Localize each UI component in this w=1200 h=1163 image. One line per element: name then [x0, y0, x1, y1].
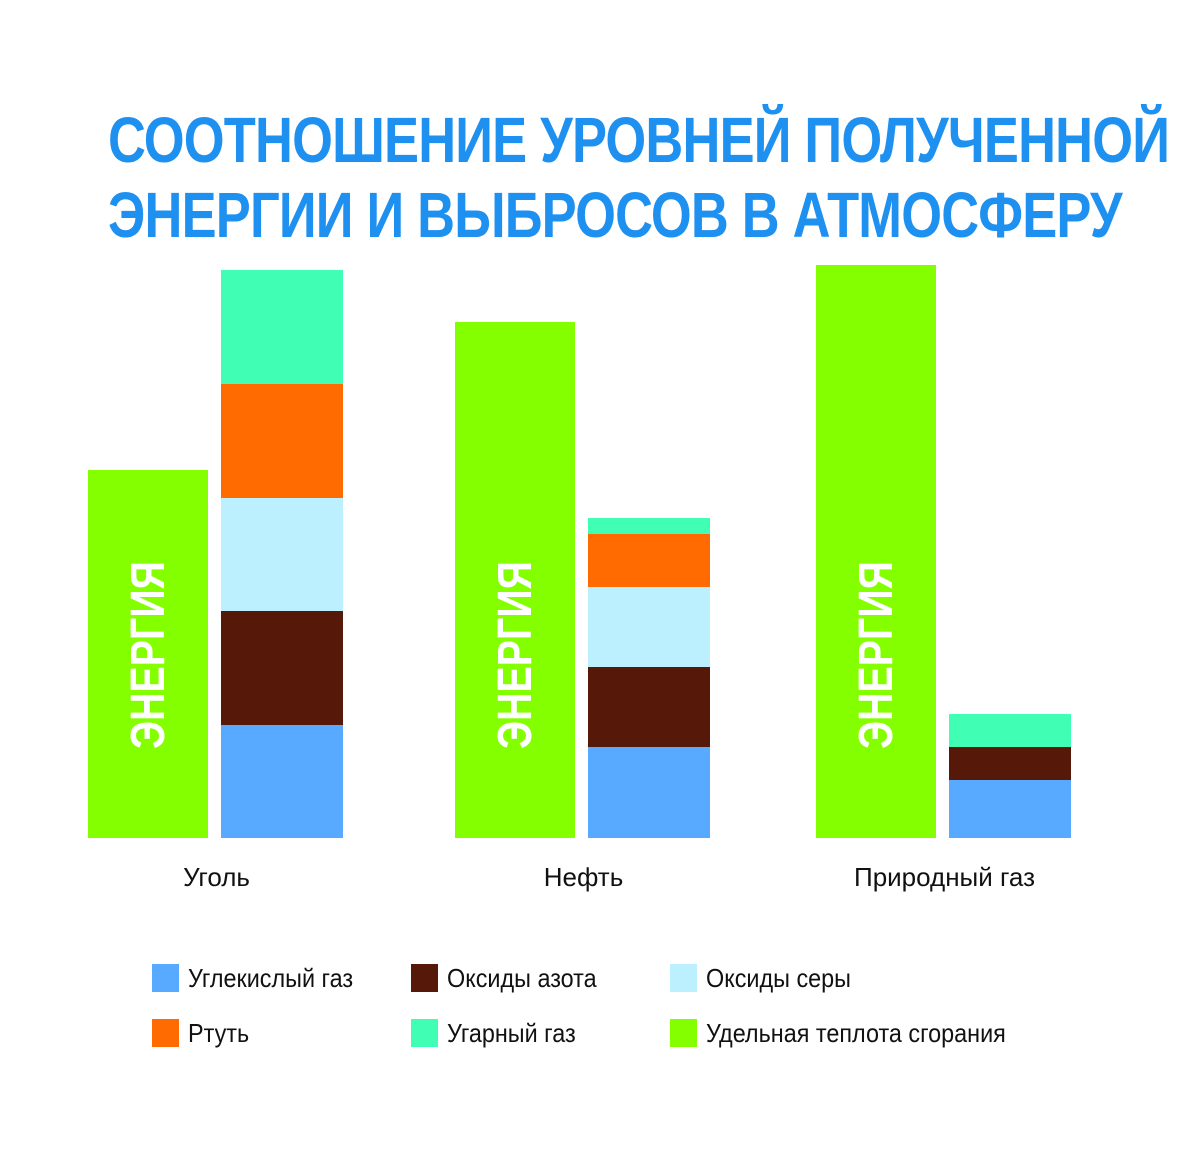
legend-swatch-co	[411, 1019, 438, 1047]
emission-segment-nox-oil	[588, 667, 710, 747]
chart-title-line-1: СООТНОШЕНИЕ УРОВНЕЙ ПОЛУЧЕННОЙ	[108, 104, 1170, 176]
energy-bar-label-coal: ЭНЕРГИЯ	[121, 561, 175, 749]
emission-segment-co2-gas	[949, 780, 1071, 838]
energy-bar-coal	[88, 470, 208, 838]
legend-swatch-mercury	[152, 1019, 179, 1047]
emission-segment-co-gas	[949, 714, 1071, 747]
legend-label-sox: Оксиды серы	[706, 963, 851, 993]
legend-label-co: Угарный газ	[447, 1018, 576, 1048]
chart-title-line-2: ЭНЕРГИИ И ВЫБРОСОВ В АТМОСФЕРУ	[108, 179, 1123, 251]
legend-label-nox: Оксиды азота	[447, 963, 597, 993]
emission-segment-nox-coal	[221, 611, 343, 725]
emission-segment-sox-coal	[221, 498, 343, 611]
category-label-gas: Природный газ	[854, 862, 1035, 892]
legend-label-mercury: Ртуть	[188, 1018, 250, 1048]
emission-segment-co-coal	[221, 270, 343, 384]
energy-bar-oil	[455, 322, 575, 838]
emission-segment-nox-gas	[949, 747, 1071, 780]
legend-swatch-heat	[670, 1019, 697, 1047]
emission-segment-co-oil	[588, 518, 710, 534]
category-label-oil: Нефть	[544, 862, 624, 892]
legend-swatch-sox	[670, 964, 697, 992]
legend-label-heat: Удельная теплота сгорания	[706, 1018, 1006, 1048]
emission-segment-mercury-coal	[221, 384, 343, 498]
legend-swatch-nox	[411, 964, 438, 992]
legend-label-co2: Углекислый газ	[188, 963, 354, 993]
emission-segment-sox-oil	[588, 587, 710, 667]
emission-segment-co2-coal	[221, 725, 343, 838]
energy-bar-gas	[816, 265, 936, 838]
category-label-coal: Уголь	[183, 862, 250, 892]
emission-segment-co2-oil	[588, 747, 710, 838]
legend-swatch-co2	[152, 964, 179, 992]
energy-bar-label-gas: ЭНЕРГИЯ	[849, 561, 903, 749]
energy-bar-label-oil: ЭНЕРГИЯ	[488, 561, 542, 749]
emission-segment-mercury-oil	[588, 534, 710, 587]
